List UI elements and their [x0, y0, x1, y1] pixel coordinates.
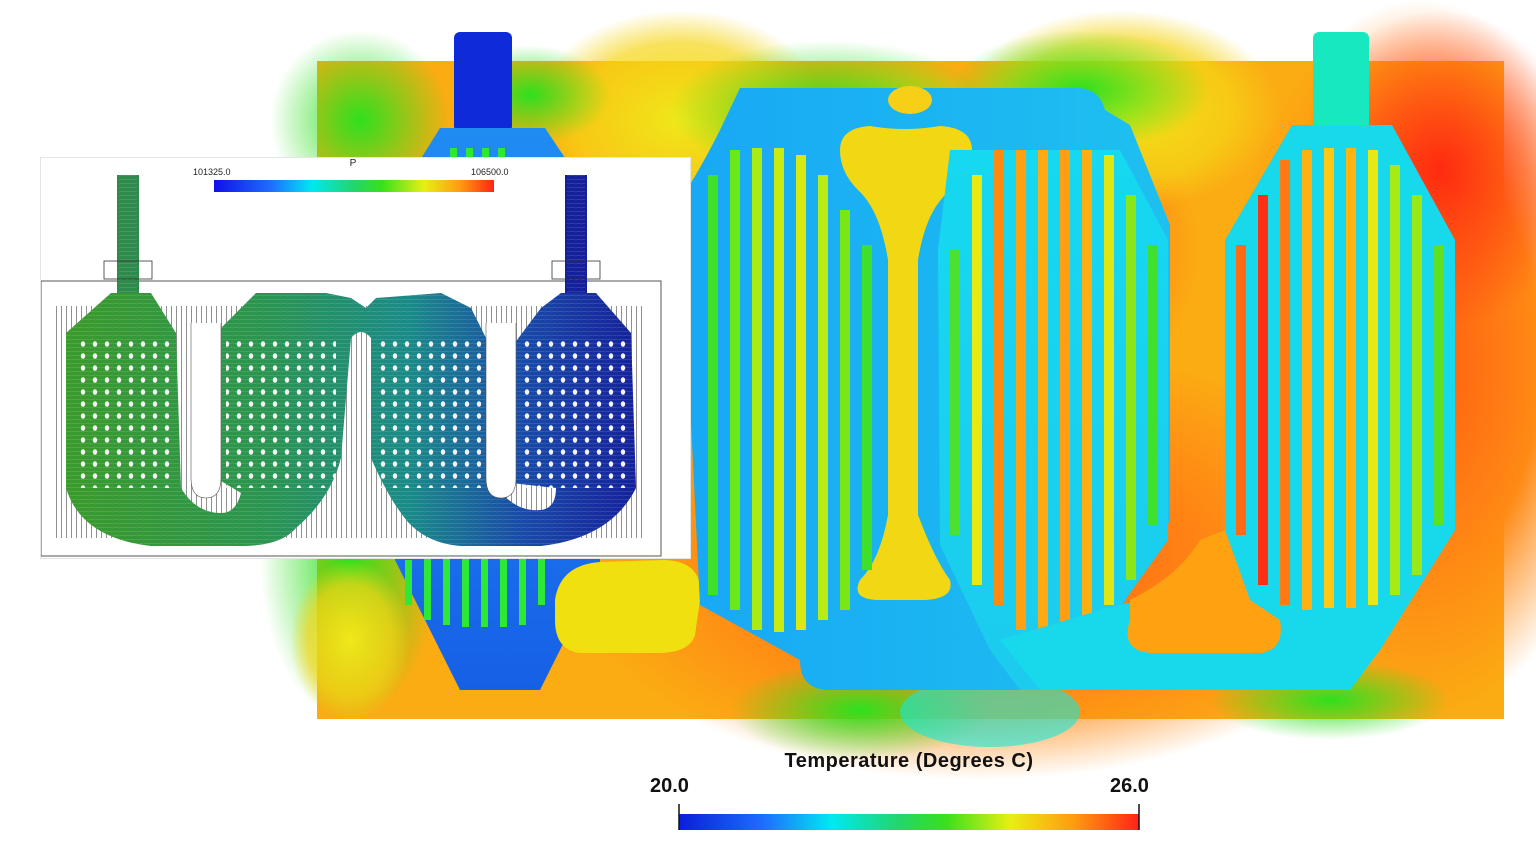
pressure-streamline-plot	[41, 175, 662, 557]
pressure-colorbar	[214, 180, 494, 192]
right-hot-plate	[1000, 32, 1455, 690]
pressure-legend-max: 106500.0	[471, 167, 509, 177]
pressure-legend-min: 101325.0	[193, 167, 231, 177]
temperature-legend-title: Temperature (Degrees C)	[784, 750, 1034, 772]
inset-outlet-tube	[551, 175, 601, 295]
right-middle-plate-fins	[950, 150, 1158, 630]
right-middle-plate	[938, 150, 1168, 690]
middle-plate-left-fins	[708, 148, 872, 632]
temperature-colorbar	[678, 804, 1140, 830]
inset-separators	[190, 323, 517, 499]
pressure-legend-title: P	[349, 158, 357, 169]
left-plate-fins	[405, 148, 545, 627]
temperature-legend-min: 20.0	[650, 775, 689, 797]
inset-inlet-tube	[103, 175, 153, 295]
temperature-legend-max: 26.0	[1110, 775, 1149, 797]
right-plate-fins	[1236, 148, 1444, 610]
pressure-streamline-inset: P 101325.0 106500.0	[41, 158, 690, 558]
